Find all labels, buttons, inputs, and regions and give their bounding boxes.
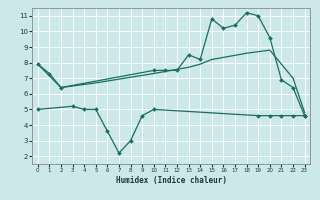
X-axis label: Humidex (Indice chaleur): Humidex (Indice chaleur) xyxy=(116,176,227,185)
